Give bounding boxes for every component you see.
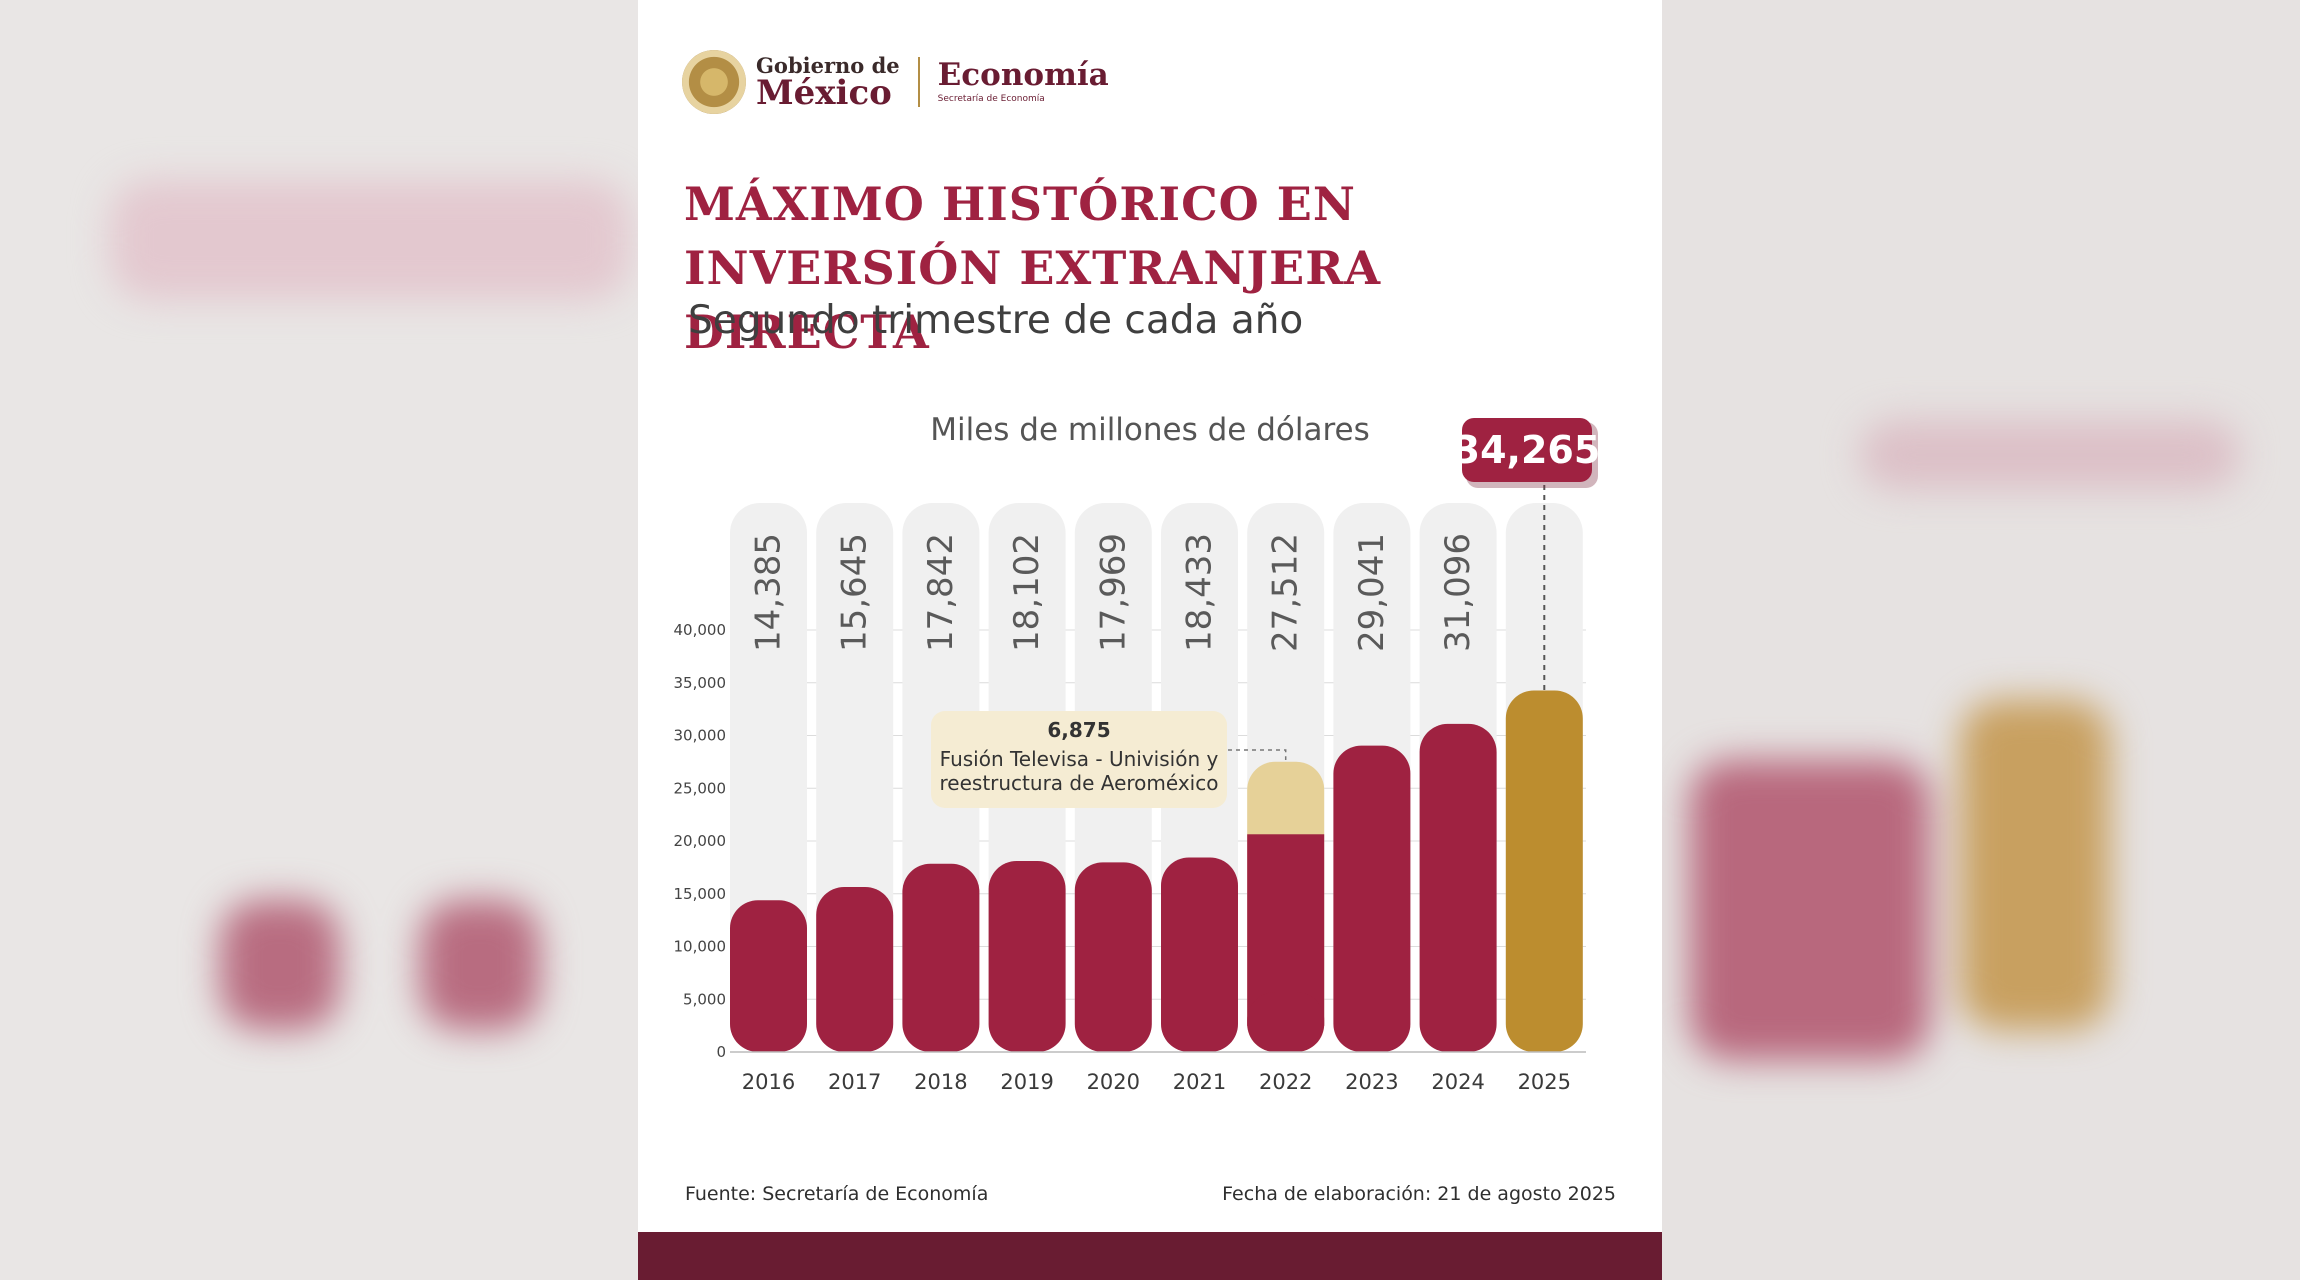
x-tick-label: 2024: [1431, 1070, 1484, 1094]
brand-subtitle: Secretaría de Economía: [937, 94, 1045, 104]
data-label: 18,433: [1180, 533, 1220, 652]
bar: [1161, 857, 1238, 1052]
date-note: Fecha de elaboración: 21 de agosto 2025: [1222, 1183, 1616, 1205]
y-tick-label: 35,000: [674, 674, 727, 692]
government-logo: Gobierno de México Economía Secretaría d…: [682, 46, 1109, 118]
logo-big-text: México: [756, 72, 892, 113]
data-label: 17,969: [1093, 533, 1133, 652]
max-value-callout: [1462, 418, 1592, 482]
x-tick-label: 2021: [1173, 1070, 1226, 1094]
y-tick-label: 20,000: [674, 832, 727, 850]
x-tick-label: 2023: [1345, 1070, 1398, 1094]
x-tick-label: 2022: [1259, 1070, 1312, 1094]
bar: [988, 861, 1066, 1052]
national-seal-icon: [682, 50, 746, 114]
data-label: 18,102: [1007, 533, 1047, 652]
brand-name: Economía: [937, 57, 1109, 93]
max-value-label: 34,265: [1454, 428, 1601, 472]
annotation-text: Fusión Televisa - Univisión y: [940, 747, 1219, 771]
x-tick-label: 2020: [1087, 1070, 1140, 1094]
data-label: 15,645: [835, 533, 875, 652]
bar: [1074, 862, 1152, 1052]
infographic-card: Gobierno de México Economía Secretaría d…: [638, 0, 1662, 1280]
annotation-text: reestructura de Aeroméxico: [940, 771, 1219, 795]
y-tick-label: 25,000: [674, 779, 727, 797]
logo-small-text: Gobierno de: [756, 52, 900, 78]
data-label: 27,512: [1266, 533, 1306, 652]
page-title: MÁXIMO HISTÓRICO EN INVERSIÓN EXTRANJERA…: [684, 177, 1382, 359]
x-tick-label: 2017: [828, 1070, 881, 1094]
y-tick-label: 5,000: [683, 990, 726, 1008]
data-label: 17,842: [921, 533, 961, 652]
bar: [902, 863, 980, 1052]
x-tick-label: 2016: [742, 1070, 795, 1094]
bar-chart: Miles de millones de dólares 0 5,000 10,000…: [674, 412, 1601, 1094]
x-tick-label: 2025: [1518, 1070, 1571, 1094]
background-right: [1660, 0, 2300, 1280]
bar: [730, 900, 807, 1052]
annotation-leader-line: [1228, 749, 1287, 760]
data-label: 29,041: [1352, 533, 1392, 652]
y-tick-label: 40,000: [674, 621, 727, 639]
y-tick-label: 10,000: [674, 938, 727, 956]
bar: [816, 886, 894, 1052]
source-note: Fuente: Secretaría de Economía: [685, 1183, 989, 1205]
annotation-box: [931, 711, 1227, 808]
bar: [1505, 690, 1583, 1052]
annotation-value: 6,875: [1047, 718, 1110, 742]
bar: [1419, 723, 1497, 1052]
y-axis-unit-label: Miles de millones de dólares: [930, 412, 1370, 448]
x-tick-label: 2018: [914, 1070, 967, 1094]
page-subtitle: Segundo trimestre de cada año: [688, 298, 1304, 343]
bar: [1333, 745, 1411, 1052]
y-tick-label: 0: [716, 1043, 726, 1061]
data-label: 31,096: [1438, 533, 1478, 652]
x-tick-label: 2019: [1000, 1070, 1053, 1094]
footer-band: [638, 1232, 1662, 1280]
y-tick-label: 30,000: [674, 727, 727, 745]
bar-base: [1247, 992, 1325, 1052]
data-label: 14,385: [749, 533, 789, 652]
logo-divider: [917, 57, 920, 107]
y-tick-label: 15,000: [674, 885, 727, 903]
